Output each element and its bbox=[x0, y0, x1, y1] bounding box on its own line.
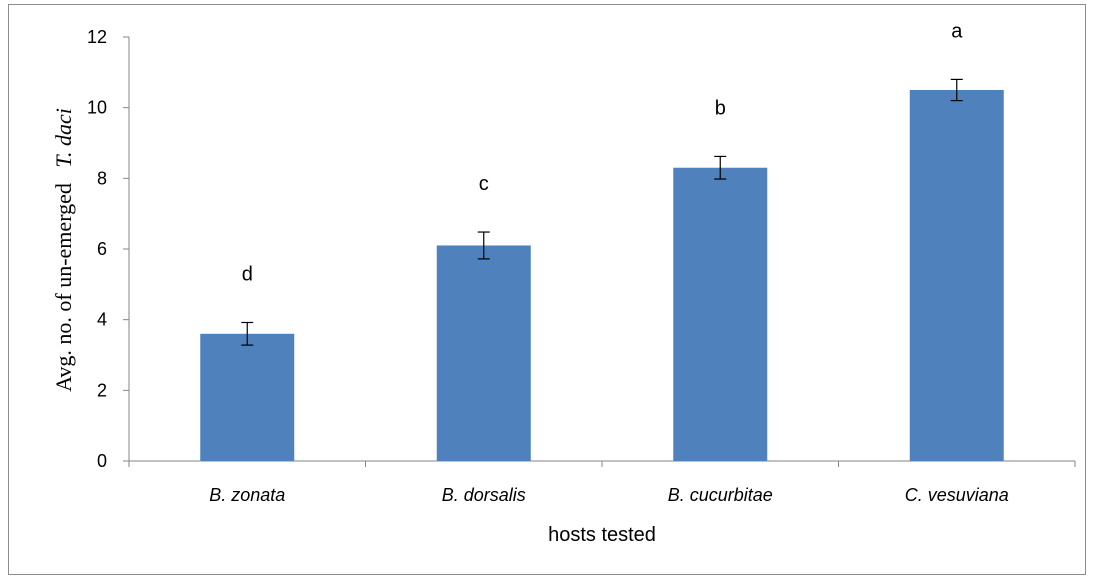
labels: 0 2 4 6 8 10 12 d B. zonata c B. dorsalis b B. cucur… bbox=[87, 20, 1009, 505]
bars bbox=[200, 78, 1004, 461]
significance-label: d bbox=[242, 263, 253, 285]
y-axis-label-prefix: Avg. no. of un-emerged bbox=[51, 183, 76, 392]
x-axis-label: hosts tested bbox=[548, 524, 656, 546]
significance-label: b bbox=[715, 97, 726, 119]
y-tick-label: 6 bbox=[97, 239, 107, 259]
y-tick-label: 10 bbox=[87, 98, 107, 118]
y-tick-label: 2 bbox=[97, 380, 107, 400]
y-axis-label: Avg. no. of un-emerged T. daci bbox=[51, 108, 76, 392]
y-tick-label: 8 bbox=[97, 168, 107, 188]
bar bbox=[673, 167, 768, 461]
significance-label: c bbox=[479, 173, 489, 195]
bar bbox=[436, 245, 531, 461]
x-tick-label: C. vesuviana bbox=[905, 485, 1009, 505]
x-tick-label: B. dorsalis bbox=[442, 485, 526, 505]
x-tick-label: B. cucurbitae bbox=[668, 485, 773, 505]
y-tick-label: 12 bbox=[87, 27, 107, 47]
chart-frame bbox=[8, 4, 1086, 575]
bar bbox=[200, 333, 295, 461]
y-tick-label: 0 bbox=[97, 451, 107, 471]
significance-label: a bbox=[951, 20, 963, 42]
bar bbox=[909, 90, 1004, 461]
y-tick-label: 4 bbox=[97, 310, 107, 330]
y-axis-label-species: T. daci bbox=[51, 108, 76, 167]
x-tick-label: B. zonata bbox=[209, 485, 285, 505]
